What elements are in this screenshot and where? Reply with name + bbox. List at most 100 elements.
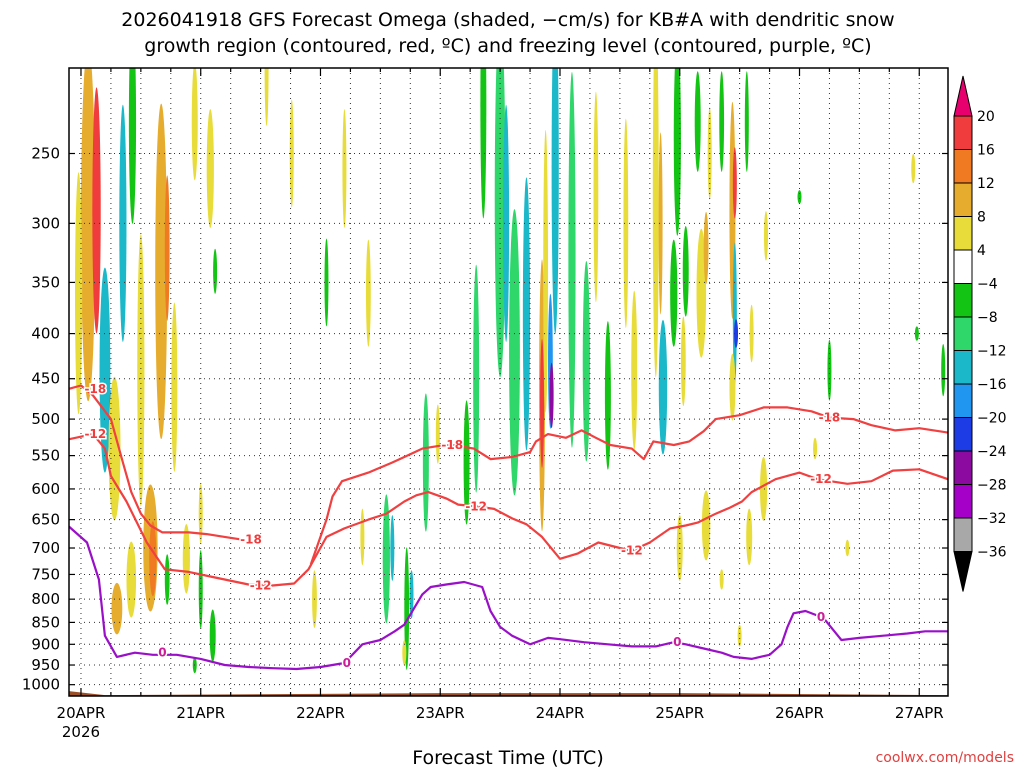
x-tick-label: 26APR (775, 704, 824, 722)
omega-blob (137, 234, 145, 507)
omega-blob (289, 99, 294, 208)
contour-label: 0 (343, 656, 351, 670)
omega-blob (108, 376, 121, 521)
omega-blob (719, 71, 725, 172)
omega-blob (509, 209, 520, 496)
y-tick-label: 350 (31, 273, 60, 291)
omega-blob (126, 541, 137, 618)
omega-blob (744, 71, 749, 172)
y-tick-label: 900 (31, 635, 60, 653)
contour-label: 0 (158, 646, 166, 660)
y-axis: 250 300 350 400 450 500 550 600 650 700 750 800 850 9… (22, 144, 948, 694)
contour-label: -12 (810, 472, 832, 486)
colorbar: 20 16 12 8 4 −4 −8 −12 −16 −20 −24 −28 −32 −36 (953, 75, 1007, 592)
omega-blob (593, 91, 599, 303)
omega-blob (404, 547, 410, 670)
y-tick-label: 400 (31, 325, 60, 343)
omega-blob (480, 68, 487, 219)
omega-blob (543, 130, 549, 413)
y-tick-label: 300 (31, 214, 60, 232)
omega-blob (198, 550, 203, 629)
y-tick-label: 250 (31, 144, 60, 162)
omega-blob (164, 175, 170, 321)
y-tick-label: 600 (31, 480, 60, 498)
omega-blob (941, 343, 946, 397)
omega-blob (623, 118, 629, 329)
omega-blob (463, 400, 470, 525)
omega-blob (402, 640, 407, 666)
colorbar-label: −4 (977, 277, 998, 293)
y-tick-label: 750 (31, 565, 60, 583)
colorbar-segment (953, 484, 973, 519)
y-tick-label: 450 (31, 370, 60, 388)
omega-blob (540, 338, 545, 468)
colorbar-segment (953, 350, 973, 385)
snow-growth-contour-18 (69, 384, 243, 541)
contour-label: -18 (240, 533, 262, 547)
contour-label: -12 (621, 544, 643, 558)
omega-blob (582, 261, 590, 462)
omega-blob (729, 353, 736, 421)
omega-blob (652, 68, 659, 378)
omega-blob (827, 339, 832, 401)
omega-blob (694, 71, 701, 172)
omega-blob (99, 267, 111, 473)
omega-blob (390, 515, 395, 581)
contour-label: 0 (673, 635, 681, 649)
omega-blob (682, 226, 689, 317)
omega-blob (551, 68, 559, 335)
y-tick-label: 650 (31, 511, 60, 529)
omega-blob (473, 264, 480, 493)
contour-labels-layer: -18 -18 -18 -18 -12 -12 -12 -12 -12 0 0 0 0 (83, 380, 842, 671)
omega-blob (701, 490, 711, 561)
omega-blob (549, 362, 554, 429)
omega-blob (737, 624, 742, 647)
chart-title-line-2: growth region (contoured, red, ºC) and f… (144, 35, 871, 57)
omega-blob (149, 521, 157, 597)
colorbar-segment (953, 450, 973, 485)
chart-title-line-1: 2026041918 GFS Forecast Omega (shaded, −… (121, 9, 894, 31)
omega-blob (74, 172, 83, 415)
omega-blob (604, 321, 611, 470)
omega-blob (732, 147, 737, 219)
terrain-layer (69, 691, 948, 696)
omega-blob (914, 326, 919, 341)
y-tick-label: 800 (31, 590, 60, 608)
omega-blob (494, 68, 506, 378)
contour-label: 0 (817, 610, 825, 624)
omega-blob (409, 570, 414, 619)
omega-blob (191, 68, 198, 181)
omega-blob (797, 190, 802, 204)
omega-shading-layer (74, 68, 946, 674)
x-tick-label: 22APR (296, 704, 345, 722)
y-tick-label: 550 (31, 447, 60, 465)
x-tick-label: 20APR (57, 704, 106, 722)
colorbar-label: −20 (977, 411, 1007, 427)
omega-blob (209, 609, 216, 662)
omega-blob (670, 239, 678, 347)
contour-label: -12 (465, 499, 487, 513)
omega-blob (360, 508, 365, 566)
omega-blob (206, 109, 214, 228)
colorbar-min-triangle (953, 551, 973, 592)
y-tick-label: 700 (31, 539, 60, 557)
colorbar-label: −32 (977, 511, 1007, 527)
colorbar-segment (953, 316, 973, 351)
omega-blob (264, 68, 269, 126)
colorbar-segment (953, 115, 973, 150)
omega-blob (342, 109, 347, 228)
credit-text: coolwx.com/models (876, 750, 1014, 766)
x-tick-label: 27APR (895, 704, 944, 722)
colorbar-label: −12 (977, 344, 1007, 360)
x-tick-label: 25APR (655, 704, 704, 722)
contour-label: -18 (441, 438, 463, 452)
y-tick-label: 500 (31, 410, 60, 428)
colorbar-label: 4 (977, 243, 986, 259)
omega-blob (119, 104, 127, 342)
omega-blob (182, 524, 190, 594)
omega-blob (568, 71, 576, 448)
colorbar-segment (953, 383, 973, 418)
omega-blob (732, 242, 737, 386)
x-axis-label: Forecast Time (UTC) (412, 747, 603, 768)
